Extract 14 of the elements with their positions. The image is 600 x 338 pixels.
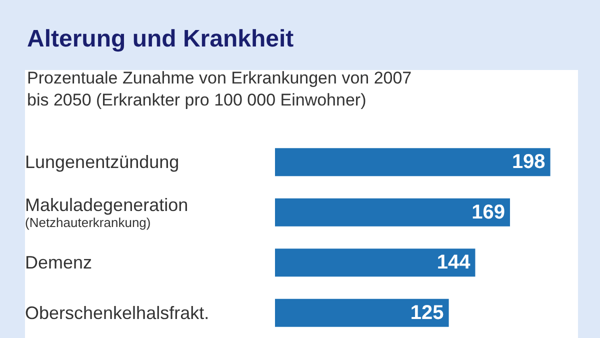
bar <box>275 298 449 327</box>
chart-title: Alterung und Krankheit <box>27 26 294 52</box>
chart-subtitle: Prozentuale Zunahme von Erkrankungen von 2007 bis 2050 (Erkrankter pro 100 000 Einwohner) <box>27 68 416 110</box>
data-label: 144 <box>436 252 472 274</box>
bar <box>275 248 476 277</box>
data-label: 198 <box>512 151 546 174</box>
data-label: 169 <box>472 201 505 224</box>
y-tick-label: Lungenentzündung <box>25 152 180 172</box>
bar <box>275 148 550 176</box>
y-tick-label: Oberschenkelhalsfrakt. <box>25 302 210 323</box>
data-label: 125 <box>410 302 444 324</box>
y-tick-label: Demenz <box>25 252 92 273</box>
y-tick-label: Makuladegeneration (Netzhauterkrankung) <box>25 194 188 230</box>
bar <box>275 198 510 226</box>
